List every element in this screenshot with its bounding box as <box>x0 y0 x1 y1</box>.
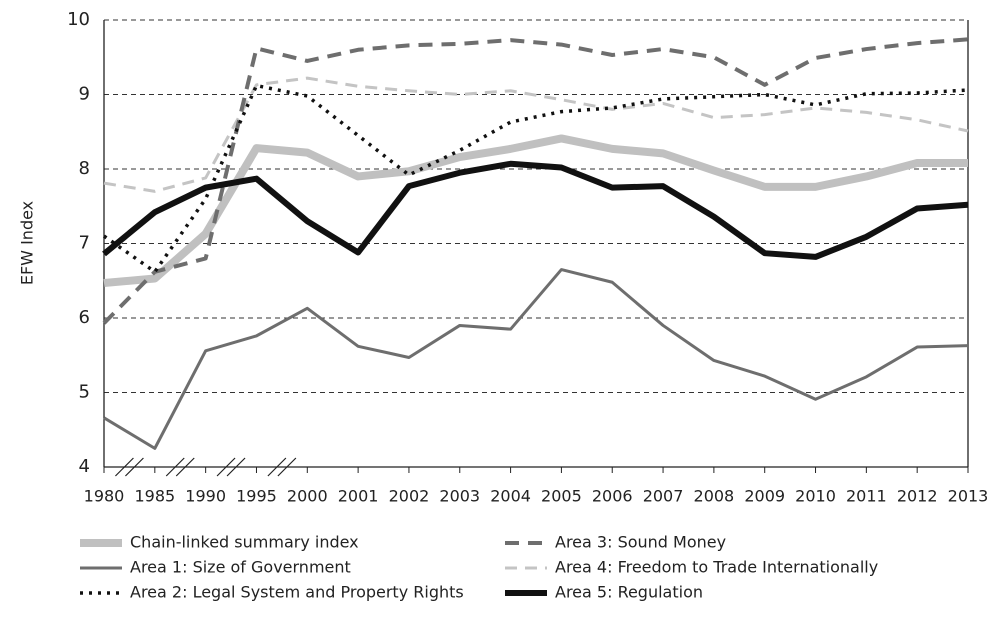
legend-label: Area 4: Freedom to Trade Internationally <box>555 558 878 577</box>
axis-break <box>226 457 246 477</box>
x-tick-label: 2004 <box>490 487 531 506</box>
axis-break <box>165 457 185 477</box>
x-tick-label: 2005 <box>541 487 582 506</box>
y-tick-label: 8 <box>79 158 90 179</box>
x-tick-label: 2002 <box>389 487 430 506</box>
legend-label: Area 1: Size of Government <box>130 558 351 577</box>
x-tick-label: 2006 <box>592 487 633 506</box>
x-tick-label: 1995 <box>236 487 277 506</box>
x-tick-label: 1985 <box>134 487 175 506</box>
y-tick-label: 7 <box>79 233 90 254</box>
x-tick-label: 1980 <box>84 487 125 506</box>
x-tick-label: 2009 <box>744 487 785 506</box>
x-tick-label: 2001 <box>338 487 379 506</box>
x-tick-label: 2008 <box>694 487 735 506</box>
axis-break <box>175 457 195 477</box>
data-line <box>103 76 969 193</box>
y-tick-label: 10 <box>67 9 90 30</box>
data-line <box>102 160 969 260</box>
x-tick-label: 2013 <box>948 487 989 506</box>
data-line <box>102 83 969 274</box>
x-tick-label: 2010 <box>795 487 836 506</box>
y-tick-label: 6 <box>79 307 90 328</box>
x-tick-label: 2012 <box>897 487 938 506</box>
x-tick-label: 1990 <box>185 487 226 506</box>
x-tick-label: 2007 <box>643 487 684 506</box>
data-line <box>102 37 969 325</box>
data-line <box>103 268 969 450</box>
axis-break <box>124 457 144 477</box>
y-tick-label: 9 <box>79 84 90 105</box>
axis-break <box>216 457 236 477</box>
x-tick-label: 2000 <box>287 487 328 506</box>
y-axis-label: EFW Index <box>18 201 37 285</box>
axis-break <box>267 457 287 477</box>
legend-label: Area 5: Regulation <box>555 583 703 602</box>
data-line <box>103 134 968 287</box>
y-tick-label: 4 <box>79 456 90 477</box>
x-tick-label: 2003 <box>439 487 480 506</box>
x-tick-label: 2011 <box>846 487 887 506</box>
legend-label: Area 3: Sound Money <box>555 533 726 552</box>
legend-label: Chain-linked summary index <box>130 533 359 552</box>
axis-break <box>114 457 134 477</box>
y-tick-label: 5 <box>79 382 90 403</box>
legend-label: Area 2: Legal System and Property Rights <box>130 583 464 602</box>
axis-break <box>277 457 297 477</box>
